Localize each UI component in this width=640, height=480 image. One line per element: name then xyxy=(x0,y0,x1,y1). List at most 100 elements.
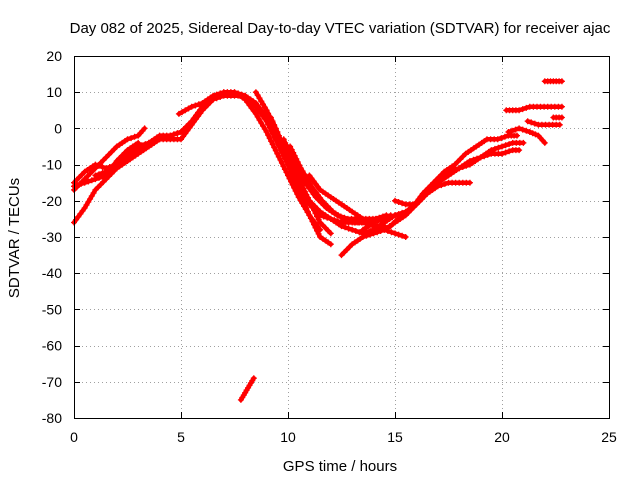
data-point xyxy=(116,155,123,162)
data-point xyxy=(347,218,354,225)
data-point xyxy=(402,234,409,240)
data-point xyxy=(558,114,565,121)
data-point xyxy=(526,129,533,135)
data-point xyxy=(294,159,301,165)
data-point xyxy=(283,169,290,176)
data-point xyxy=(103,154,110,161)
data-point xyxy=(282,139,289,146)
data-point xyxy=(494,136,501,143)
data-point xyxy=(263,107,270,114)
data-point xyxy=(334,218,341,225)
x-tick-label: 10 xyxy=(280,429,296,445)
data-point xyxy=(531,120,538,127)
data-point xyxy=(331,217,338,224)
series-arc-7 xyxy=(252,89,398,237)
data-point xyxy=(280,163,287,170)
data-point xyxy=(84,173,91,180)
data-point xyxy=(306,201,313,208)
y-tick-label: -10 xyxy=(42,157,62,173)
data-point xyxy=(96,174,102,181)
data-point xyxy=(288,146,295,153)
data-point xyxy=(269,130,276,137)
series-arc-17 xyxy=(503,103,565,114)
data-point xyxy=(502,142,509,149)
data-point xyxy=(349,226,356,233)
x-tick-label: 0 xyxy=(70,429,78,445)
data-point xyxy=(302,206,309,213)
data-point xyxy=(95,184,102,191)
data-point xyxy=(319,222,326,229)
data-point xyxy=(287,143,294,150)
data-point xyxy=(156,136,163,143)
data-point xyxy=(367,231,373,238)
data-point xyxy=(304,198,311,205)
y-tick-label: -80 xyxy=(42,410,62,426)
data-point xyxy=(111,146,118,153)
series-line xyxy=(253,89,398,236)
data-point xyxy=(320,213,327,220)
data-point xyxy=(506,141,513,148)
data-point xyxy=(81,179,88,186)
data-point xyxy=(272,147,279,154)
data-point xyxy=(528,119,535,126)
series-arc-5 xyxy=(71,139,142,190)
data-point xyxy=(514,132,520,139)
series-arc-18 xyxy=(524,118,563,128)
data-point xyxy=(374,229,381,236)
data-point xyxy=(271,121,278,128)
data-point xyxy=(185,105,192,112)
data-point xyxy=(519,126,526,133)
data-point xyxy=(338,252,345,259)
data-point xyxy=(377,217,384,224)
data-point xyxy=(303,195,310,202)
data-point xyxy=(263,118,270,125)
data-point xyxy=(79,171,85,178)
data-point xyxy=(384,214,391,221)
data-point xyxy=(395,199,402,205)
data-point xyxy=(92,176,99,183)
y-tick-label: -30 xyxy=(42,229,62,245)
data-point xyxy=(356,229,363,236)
data-point xyxy=(285,172,291,179)
data-point xyxy=(529,130,536,137)
data-point xyxy=(142,141,149,148)
data-point xyxy=(175,110,182,117)
data-point xyxy=(76,174,83,181)
data-point xyxy=(466,179,473,186)
chart-title: Day 082 of 2025, Sidereal Day-to-day VTE… xyxy=(70,20,611,37)
data-point xyxy=(506,148,513,155)
data-point xyxy=(370,219,377,226)
data-point xyxy=(85,178,92,185)
data-point xyxy=(324,214,331,221)
data-point xyxy=(344,217,351,224)
data-point xyxy=(74,182,81,189)
data-point xyxy=(556,121,563,128)
data-point xyxy=(265,132,272,139)
data-point xyxy=(267,114,274,121)
data-point xyxy=(286,175,293,182)
data-point xyxy=(138,142,145,149)
data-point xyxy=(92,186,99,193)
data-point xyxy=(501,133,508,140)
data-point xyxy=(327,230,334,237)
data-point xyxy=(445,168,452,175)
data-point xyxy=(275,132,282,139)
data-point xyxy=(388,229,395,236)
plot-frame xyxy=(74,56,610,419)
data-point xyxy=(327,241,334,248)
data-point xyxy=(395,215,402,221)
x-axis-ticks: 0 5 10 15 20 25 xyxy=(70,56,617,445)
data-point xyxy=(317,219,324,226)
series-arc-16 xyxy=(505,125,548,146)
data-point xyxy=(370,230,377,237)
data-point xyxy=(280,136,287,143)
data-point xyxy=(293,155,300,162)
series-arc-20 xyxy=(550,114,565,121)
data-point xyxy=(499,150,505,157)
plot-area xyxy=(71,78,565,403)
data-point xyxy=(324,203,331,210)
data-point xyxy=(291,184,298,191)
data-point xyxy=(298,185,305,192)
data-point xyxy=(99,173,106,180)
